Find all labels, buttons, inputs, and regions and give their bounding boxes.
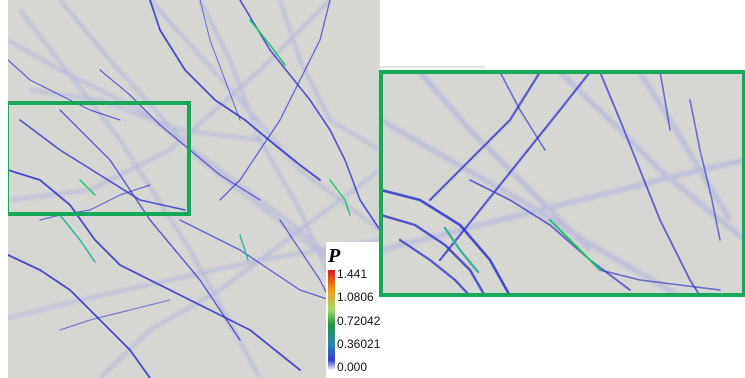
fracture-path xyxy=(59,109,241,341)
high-pressure-segment xyxy=(79,179,96,196)
legend-tick-label: 0.36021 xyxy=(337,337,381,351)
fracture-path xyxy=(689,99,721,241)
zoom-fracture-traces xyxy=(381,72,721,296)
zoom-panel-frame xyxy=(379,70,745,297)
fracture-path xyxy=(381,213,487,296)
fracture-path xyxy=(199,0,241,121)
colorbar-legend: P 1.441 1.0806 0.72042 0.36021 0.000 xyxy=(326,242,381,378)
colorbar xyxy=(328,270,335,370)
main-panel-background xyxy=(8,0,380,378)
legend-title: P xyxy=(327,245,341,267)
fracture-path xyxy=(469,179,631,291)
highlight-region-box xyxy=(8,101,191,216)
fracture-path xyxy=(8,169,301,371)
fracture-path xyxy=(39,184,151,221)
legend-tick-label: 1.441 xyxy=(337,267,367,281)
high-pressure-segment xyxy=(443,226,480,274)
fracture-path xyxy=(428,72,542,202)
fracture-path xyxy=(381,188,512,296)
fracture-path xyxy=(599,269,721,291)
high-pressure-segment xyxy=(329,179,351,216)
fracture-path xyxy=(99,69,261,201)
zoomed-detail-panel xyxy=(381,72,745,296)
high-pressure-segment xyxy=(549,219,601,271)
fracture-path xyxy=(219,0,331,201)
fracture-path xyxy=(499,72,546,151)
fracture-path xyxy=(59,299,171,331)
fracture-path xyxy=(438,72,592,262)
zoom-faint-fractures xyxy=(381,72,745,296)
high-pressure-segment xyxy=(239,234,249,261)
legend-tick-label: 0.000 xyxy=(337,360,367,374)
main-simulation-panel xyxy=(8,0,380,378)
fracture-path xyxy=(19,119,186,211)
legend-tick-label: 0.72042 xyxy=(337,314,381,328)
fracture-path xyxy=(599,72,701,296)
fracture-path xyxy=(398,238,472,296)
fracture-path xyxy=(149,0,321,181)
high-pressure-segment xyxy=(249,19,286,66)
fracture-path xyxy=(659,72,671,131)
fracture-path xyxy=(8,254,151,378)
high-pressure-segment xyxy=(59,214,96,263)
legend-tick-label: 1.0806 xyxy=(337,290,374,304)
fracture-path xyxy=(8,59,121,121)
